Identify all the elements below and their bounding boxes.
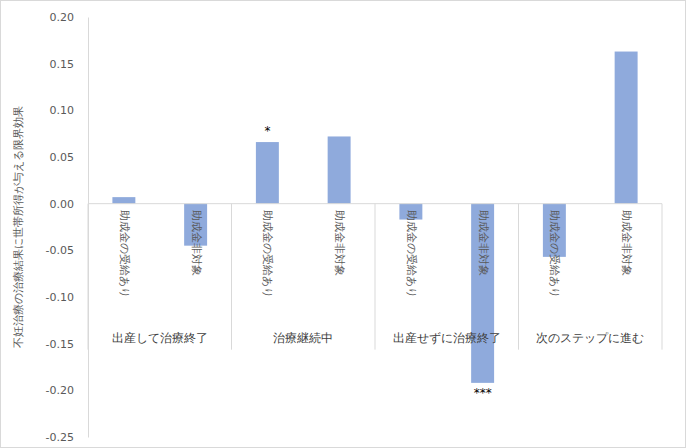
group-label: 出産せずに治療終了 <box>393 331 501 345</box>
y-tick: 0.10 <box>50 104 89 117</box>
y-tick-label: -0.10 <box>46 291 74 304</box>
group-label: 治療継続中 <box>273 331 333 345</box>
y-tick: -0.25 <box>46 431 88 444</box>
group-label: 次のステップに進む <box>536 331 644 345</box>
y-tick-label: 0.15 <box>50 58 75 71</box>
group-divider <box>518 204 519 350</box>
bar <box>112 197 135 204</box>
y-tick: -0.20 <box>46 384 88 397</box>
y-tick: 0.05 <box>50 151 89 164</box>
group-divider <box>662 204 663 350</box>
bar <box>471 204 494 383</box>
y-tick-label: -0.25 <box>46 431 74 444</box>
category-label: 助成金非対象 <box>333 210 346 276</box>
category-label: 助成金の受給あり <box>261 210 274 298</box>
category-label: 助成金非対象 <box>620 210 633 276</box>
y-tick-label: -0.15 <box>46 338 74 351</box>
annotation: *** <box>474 386 492 400</box>
y-axis-line <box>88 18 89 438</box>
y-tick: -0.10 <box>46 291 88 304</box>
bar <box>615 52 638 204</box>
y-tick-label: 0.05 <box>50 151 75 164</box>
category-label: 助成金非対象 <box>190 210 203 276</box>
chart: -0.25 -0.20 -0.15 -0.10 -0.05 0.00 0.05 0.10 0.1… <box>0 0 686 448</box>
chart-frame <box>1 1 686 448</box>
y-tick-label: -0.05 <box>46 244 74 257</box>
group-label: 出産して治療終了 <box>112 331 208 345</box>
category-label: 助成金の受給あり <box>405 210 418 298</box>
y-tick-label: 0.20 <box>50 11 75 24</box>
y-axis: -0.25 -0.20 -0.15 -0.10 -0.05 0.00 0.05 0.10 0.1… <box>46 11 89 444</box>
y-tick: 0.20 <box>50 11 89 24</box>
category-label: 助成金非対象 <box>477 210 490 276</box>
y-tick-label: 0.10 <box>50 104 75 117</box>
annotation: * <box>264 124 270 138</box>
y-tick: -0.15 <box>46 338 88 351</box>
y-tick: -0.05 <box>46 244 88 257</box>
y-tick: 0.00 <box>50 198 89 211</box>
group-divider <box>231 204 232 350</box>
y-tick-label: 0.00 <box>50 198 75 211</box>
y-tick-label: -0.20 <box>46 384 74 397</box>
category-label: 助成金の受給あり <box>118 210 131 298</box>
y-axis-title: 不妊治療の治療結果に世帯所得が与える限界効果 <box>12 106 25 348</box>
bar <box>256 142 279 204</box>
category-labels: 助成金の受給あり 助成金非対象 助成金の受給あり 助成金非対象 助成金の受給あり 助成金非… <box>118 210 633 298</box>
group-divider <box>88 204 89 350</box>
category-label: 助成金の受給あり <box>548 210 561 298</box>
bar <box>328 136 351 203</box>
group-divider <box>375 204 376 350</box>
y-tick: 0.15 <box>50 58 89 71</box>
